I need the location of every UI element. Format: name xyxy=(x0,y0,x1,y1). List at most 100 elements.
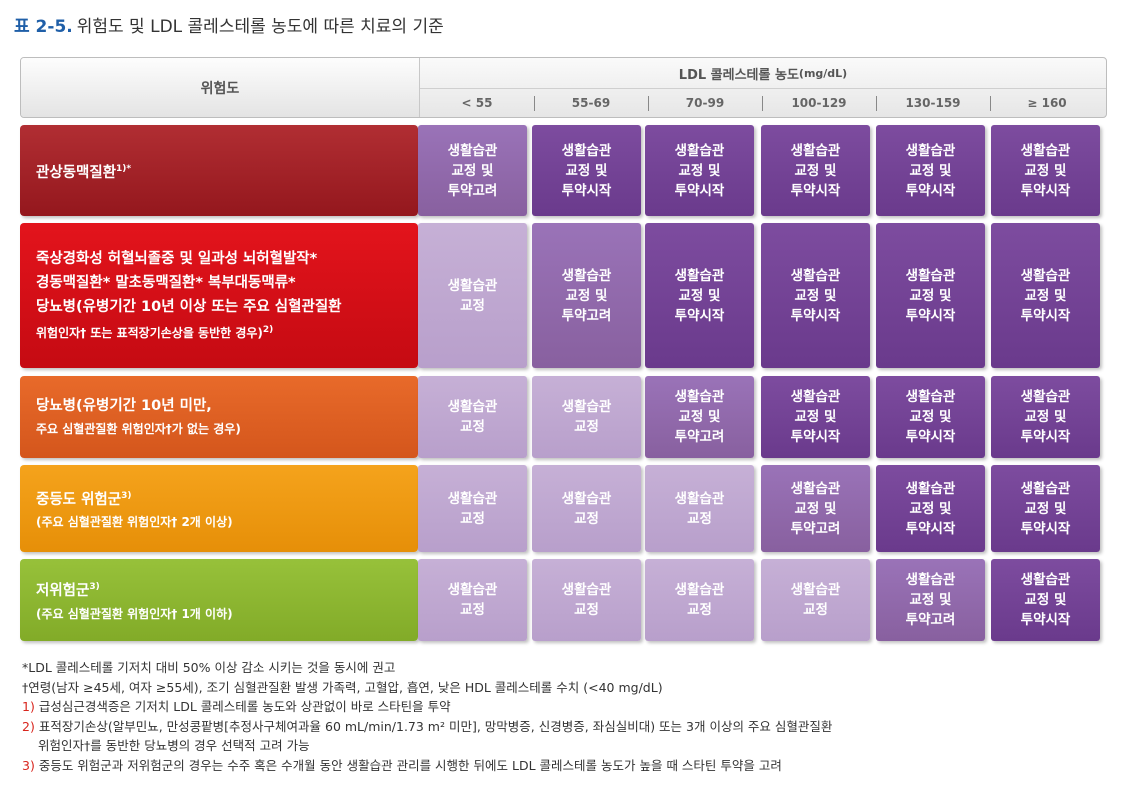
risk-category-label: 저위험군3) (주요 심혈관질환 위험인자† 1개 이하) xyxy=(20,559,418,641)
treatment-text: 생활습관 교정 xyxy=(561,582,612,618)
treatment-text: 생활습관 교정 및 투약고려 xyxy=(790,480,841,537)
treatment-text: 생활습관 교정 및 투약고려 xyxy=(447,142,498,199)
risk-category-text: 당뇨병(유병기간 10년 이상 또는 주요 심혈관질환 xyxy=(36,299,342,315)
ldl-range-header: 130-159 xyxy=(905,96,961,110)
treatment-text: 생활습관 교정 xyxy=(561,399,612,435)
treatment-cell: 생활습관 교정 및 투약시작 xyxy=(761,223,870,368)
treatment-text: 생활습관 교정 및 투약시작 xyxy=(790,389,841,445)
treatment-cell: 생활습관 교정 및 투약고려 xyxy=(645,376,754,458)
footnote: 위험인자†를 동반한 당뇨병의 경우 선택적 고려 가능 xyxy=(22,736,1112,756)
treatment-cell: 생활습관 교정 및 투약시작 xyxy=(991,559,1100,641)
treatment-cell: 생활습관 교정 및 투약시작 xyxy=(991,223,1100,368)
ldl-header-label: LDL 콜레스테롤 농도 xyxy=(678,67,799,83)
risk-row: 죽상경화성 허혈뇌졸중 및 일과성 뇌허혈발작* 경동맥질환* 말초동맥질환* 복… xyxy=(20,223,1112,368)
risk-category-text: 죽상경화성 허혈뇌졸중 및 일과성 뇌허혈발작* xyxy=(36,251,318,267)
treatment-text: 생활습관 교정 및 투약시작 xyxy=(905,389,956,445)
treatment-text: 생활습관 교정 및 투약시작 xyxy=(561,142,612,199)
footnote-number: 3) xyxy=(22,757,35,773)
footnote-ref: 1)* xyxy=(116,163,132,174)
treatment-text: 생활습관 교정 및 투약시작 xyxy=(674,142,725,199)
treatment-text: 생활습관 교정 xyxy=(447,277,498,314)
footnote-text: 중등도 위험군과 저위험군의 경우는 수주 혹은 수개월 동안 생활습관 관리를… xyxy=(34,757,782,773)
ldl-header-unit: (mg/dL) xyxy=(798,66,848,80)
risk-category-label: 중등도 위험군3) (주요 심혈관질환 위험인자† 2개 이상) xyxy=(20,465,418,552)
treatment-cell: 생활습관 교정 및 투약시작 xyxy=(991,125,1100,216)
table-title: 표 2-5. 위험도 및 LDL 콜레스테롤 농도에 따른 치료의 기준 xyxy=(14,12,444,37)
risk-category-text: 중등도 위험군 xyxy=(36,491,122,508)
footnote-text: 위험인자†를 동반한 당뇨병의 경우 선택적 고려 가능 xyxy=(38,738,310,753)
treatment-cell: 생활습관 교정 xyxy=(645,559,754,641)
footnote: 3) 중등도 위험군과 저위험군의 경우는 수주 혹은 수개월 동안 생활습관 … xyxy=(22,756,1112,776)
risk-category-line: 중등도 위험군3) xyxy=(36,484,418,512)
footnote: 1) 급성심근경색증은 기저치 LDL 콜레스테롤 농도와 상관없이 바로 스타… xyxy=(22,697,1112,717)
table-number: 표 2-5. xyxy=(14,17,73,37)
risk-category-text: 저위험군 xyxy=(36,582,90,599)
treatment-cell: 생활습관 교정 xyxy=(761,559,870,641)
risk-row: 중등도 위험군3) (주요 심혈관질환 위험인자† 2개 이상) 생활습관 교정 생활… xyxy=(20,465,1112,552)
risk-category-label: 당뇨병(유병기간 10년 미만, 주요 심혈관질환 위험인자†가 없는 경우) xyxy=(20,376,418,458)
treatment-cell: 생활습관 교정 xyxy=(532,559,641,641)
ldl-range-header: ≥ 160 xyxy=(1027,96,1067,110)
ldl-ranges: < 55 55-69 70-99 100-129 130-159 ≥ 160 xyxy=(420,89,1106,117)
risk-category-line: 죽상경화성 허혈뇌졸중 및 일과성 뇌허혈발작* xyxy=(36,247,418,271)
treatment-cell: 생활습관 교정 및 투약시작 xyxy=(876,223,985,368)
treatment-cell: 생활습관 교정 및 투약시작 xyxy=(532,125,641,216)
treatment-text: 생활습관 교정 및 투약시작 xyxy=(1020,389,1071,445)
treatment-text: 생활습관 교정 및 투약시작 xyxy=(1020,572,1071,628)
treatment-text: 생활습관 교정 및 투약시작 xyxy=(790,142,841,199)
treatment-cell: 생활습관 교정 및 투약시작 xyxy=(991,465,1100,552)
treatment-cell: 생활습관 교정 및 투약고려 xyxy=(418,125,527,216)
footnote: †연령(남자 ≥45세, 여자 ≥55세), 조기 심혈관질환 발생 가족력, … xyxy=(22,678,1112,698)
risk-category-subtext: (주요 심혈관질환 위험인자† 2개 이상) xyxy=(36,515,233,530)
table-header: 위험도 LDL 콜레스테롤 농도 (mg/dL) < 55 55-69 70-99 10… xyxy=(20,57,1107,118)
treatment-cell: 생활습관 교정 및 투약시작 xyxy=(876,125,985,216)
treatment-cell: 생활습관 교정 xyxy=(418,376,527,458)
risk-category-text: 관상동맥질환 xyxy=(36,164,117,181)
treatment-text: 생활습관 교정 및 투약고려 xyxy=(561,267,612,324)
footnote-ref: 2) xyxy=(262,325,274,335)
treatment-text: 생활습관 교정 및 투약고려 xyxy=(905,572,956,628)
ldl-range-header: 100-129 xyxy=(791,96,847,110)
treatment-text: 생활습관 교정 xyxy=(674,582,725,618)
treatment-text: 생활습관 교정 xyxy=(447,490,498,527)
risk-category-label: 관상동맥질환1)* xyxy=(20,125,418,216)
treatment-text: 생활습관 교정 및 투약시작 xyxy=(905,480,956,537)
ldl-range-header: 55-69 xyxy=(571,96,611,110)
risk-category-subtext: 주요 심혈관질환 위험인자†가 없는 경우) xyxy=(36,422,241,436)
ldl-range-header: < 55 xyxy=(461,96,493,110)
risk-category-text: 당뇨병(유병기간 10년 미만, xyxy=(36,398,212,414)
treatment-cell: 생활습관 교정 및 투약시작 xyxy=(991,376,1100,458)
treatment-cell: 생활습관 교정 및 투약시작 xyxy=(761,125,870,216)
range-divider xyxy=(876,96,877,111)
risk-row: 저위험군3) (주요 심혈관질환 위험인자† 1개 이하) 생활습관 교정 생활습관 … xyxy=(20,559,1112,641)
treatment-text: 생활습관 교정 및 투약시작 xyxy=(1020,480,1071,537)
footnote-ref: 3) xyxy=(89,582,100,593)
treatment-text: 생활습관 교정 xyxy=(561,490,612,527)
treatment-cell: 생활습관 교정 xyxy=(532,465,641,552)
treatment-cell: 생활습관 교정 및 투약고려 xyxy=(761,465,870,552)
risk-row: 당뇨병(유병기간 10년 미만, 주요 심혈관질환 위험인자†가 없는 경우) 생활… xyxy=(20,376,1112,458)
footnote: *LDL 콜레스테롤 기저치 대비 50% 이상 감소 시키는 것을 동시에 권… xyxy=(22,658,1112,678)
treatment-text: 생활습관 교정 및 투약시작 xyxy=(674,267,725,324)
footnote-number: 2) xyxy=(22,718,35,734)
range-divider xyxy=(762,96,763,111)
risk-category-subtext: 위험인자† 또는 표적장기손상을 동반한 경우) xyxy=(36,326,263,340)
treatment-text: 생활습관 교정 및 투약시작 xyxy=(905,267,956,324)
footnote-text: *LDL 콜레스테롤 기저치 대비 50% 이상 감소 시키는 것을 동시에 권… xyxy=(22,660,396,675)
risk-category-subline: (주요 심혈관질환 위험인자† 1개 이하) xyxy=(36,603,418,625)
treatment-text: 생활습관 교정 및 투약시작 xyxy=(790,267,841,324)
treatment-cell: 생활습관 교정 xyxy=(418,465,527,552)
ldl-range-header: 70-99 xyxy=(685,96,725,110)
treatment-cell: 생활습관 교정 xyxy=(418,559,527,641)
risk-category-line: 경동맥질환* 말초동맥질환* 복부대동맥류* xyxy=(36,271,418,295)
treatment-text: 생활습관 교정 xyxy=(447,399,498,435)
treatment-text: 생활습관 교정 xyxy=(447,582,498,618)
range-divider xyxy=(648,96,649,111)
treatment-text: 생활습관 교정 및 투약고려 xyxy=(674,389,725,445)
risk-category-subtext: (주요 심혈관질환 위험인자† 1개 이하) xyxy=(36,606,233,621)
risk-category-line: 저위험군3) xyxy=(36,575,418,603)
risk-row: 관상동맥질환1)* 생활습관 교정 및 투약고려 생활습관 교정 및 투약시작 생활습… xyxy=(20,125,1112,216)
treatment-text: 생활습관 교정 및 투약시작 xyxy=(1020,267,1071,324)
risk-category-subline: 위험인자† 또는 표적장기손상을 동반한 경우)2) xyxy=(36,319,418,344)
treatment-text: 생활습관 교정 xyxy=(790,582,841,618)
